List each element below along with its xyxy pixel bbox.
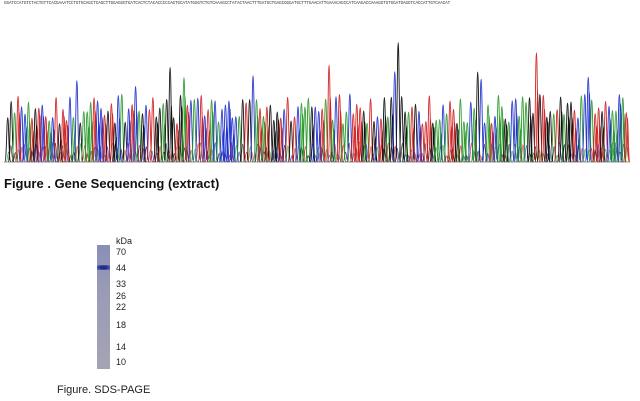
trace-peak <box>102 123 109 163</box>
chromatogram <box>4 42 631 163</box>
trace-peak <box>69 116 77 163</box>
figure-caption: Figure. SDS-PAGE <box>57 384 151 396</box>
trace-peak <box>109 113 116 163</box>
trace-peak <box>88 151 95 163</box>
trace-peak <box>275 118 282 163</box>
trace-peak <box>405 155 412 163</box>
trace-peak <box>320 119 327 163</box>
trace-peak <box>368 146 374 163</box>
trace-peak <box>586 91 593 163</box>
trace-peak <box>64 125 71 163</box>
trace-peak <box>227 108 233 163</box>
trace-peak <box>362 121 368 163</box>
marker-label: 22 <box>116 302 127 312</box>
trace-peak <box>616 151 623 163</box>
trace-peak <box>239 143 246 163</box>
trace-peak <box>622 112 630 163</box>
unit-label: kDa <box>116 236 133 246</box>
trace-peak <box>561 144 568 163</box>
marker-label: 18 <box>116 320 127 330</box>
trace-peak <box>489 131 496 163</box>
trace-peak <box>102 155 108 163</box>
marker-label: 26 <box>116 291 127 301</box>
trace-peak <box>565 116 572 163</box>
trace-peak <box>261 151 267 163</box>
trace-peak <box>509 150 516 163</box>
trace-peak <box>19 146 25 163</box>
trace-peak <box>212 142 219 163</box>
trace-peak <box>74 145 81 163</box>
trace-peak <box>261 121 268 163</box>
marker-label: 33 <box>116 279 127 289</box>
trace-peak <box>520 144 526 163</box>
trace-peak <box>433 146 440 163</box>
trace-peak <box>37 114 43 163</box>
trace-peak <box>166 151 173 163</box>
trace-peak <box>166 66 174 163</box>
trace-peak <box>617 103 624 163</box>
trace-peak <box>551 146 558 163</box>
trace-peak <box>582 148 589 163</box>
sequence-text: GGATCCATGTCTACTGTTCACGAAATCCTGTGCAGCTCAG… <box>4 1 451 6</box>
trace-peak <box>73 80 81 163</box>
gel-lane <box>97 245 110 369</box>
trace-peak <box>195 142 202 163</box>
trace-peak <box>99 117 106 163</box>
marker-label: 10 <box>116 357 127 367</box>
trace-peak <box>175 129 182 163</box>
trace-peak <box>236 151 243 163</box>
trace-peak <box>143 146 150 163</box>
trace-peak <box>472 118 479 163</box>
trace-peak <box>526 153 533 163</box>
trace-peak <box>127 120 133 163</box>
trace-peak <box>607 118 613 163</box>
trace-peak <box>477 78 485 163</box>
marker-label: 14 <box>116 342 127 352</box>
trace-peak <box>178 106 185 163</box>
trace-peak <box>500 118 506 163</box>
trace-peak <box>330 128 337 163</box>
trace-peak <box>305 155 311 163</box>
trace-peak <box>284 145 291 163</box>
trace-peak <box>326 154 333 163</box>
figure-caption: Figure . Gene Sequencing (extract) <box>4 176 220 191</box>
trace-peak <box>443 155 450 163</box>
trace-peak <box>185 112 192 163</box>
trace-peak <box>243 151 250 163</box>
trace-peak <box>541 108 548 163</box>
trace-peak <box>325 64 333 163</box>
trace-peak <box>299 113 306 163</box>
trace-peak <box>545 121 551 163</box>
trace-peak <box>181 147 188 163</box>
trace-peak <box>130 110 137 163</box>
trace-peak <box>559 110 565 163</box>
trace-peak <box>523 145 530 163</box>
trace-peak <box>457 145 464 163</box>
trace-peak <box>462 130 468 163</box>
trace-peak <box>188 150 195 163</box>
trace-peak <box>15 149 22 163</box>
marker-label: 70 <box>116 247 127 257</box>
marker-label: 44 <box>116 263 127 273</box>
trace-peak <box>532 146 539 163</box>
trace-peak <box>475 150 482 163</box>
trace-peak <box>61 116 68 163</box>
trace-peak <box>157 145 163 163</box>
trace-peak <box>249 75 257 163</box>
trace-peak <box>624 117 631 163</box>
protein-band <box>97 265 110 270</box>
trace-peak <box>623 146 630 163</box>
trace-peak <box>394 42 402 163</box>
trace-peak <box>292 148 298 163</box>
trace-peak <box>392 146 399 163</box>
trace-peak <box>554 155 560 163</box>
